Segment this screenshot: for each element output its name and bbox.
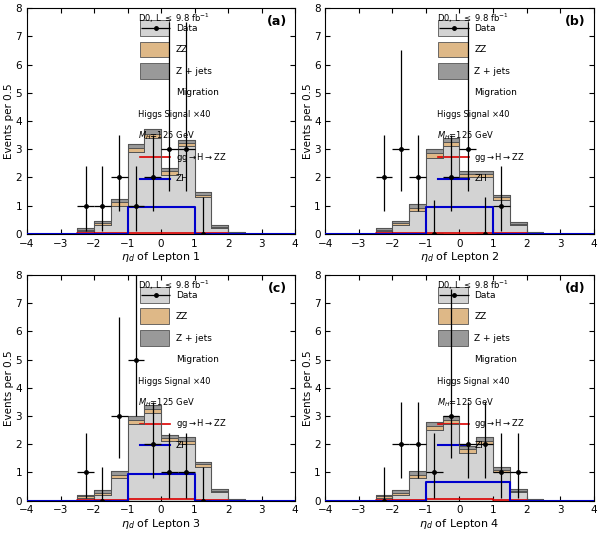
Text: (a): (a): [267, 15, 287, 28]
X-axis label: $\eta_d$ of Lepton 3: $\eta_d$ of Lepton 3: [121, 517, 201, 531]
Text: D0, L $\leq$ 9.8 fb$^{-1}$: D0, L $\leq$ 9.8 fb$^{-1}$: [138, 278, 210, 292]
FancyBboxPatch shape: [139, 330, 169, 346]
Text: Migration: Migration: [474, 88, 517, 97]
FancyBboxPatch shape: [438, 42, 468, 57]
Text: Z + jets: Z + jets: [474, 334, 510, 342]
FancyBboxPatch shape: [438, 20, 468, 36]
Text: gg$\rightarrow$H$\rightarrow$ZZ: gg$\rightarrow$H$\rightarrow$ZZ: [474, 150, 525, 164]
FancyBboxPatch shape: [438, 330, 468, 346]
FancyBboxPatch shape: [139, 42, 169, 57]
Text: (b): (b): [565, 15, 585, 28]
Text: $M_H$=125 GeV: $M_H$=125 GeV: [437, 396, 493, 409]
Text: gg$\rightarrow$H$\rightarrow$ZZ: gg$\rightarrow$H$\rightarrow$ZZ: [474, 417, 525, 430]
Text: Z + jets: Z + jets: [176, 334, 212, 342]
Text: ZH: ZH: [474, 441, 487, 450]
Text: Higgs Signal ×40: Higgs Signal ×40: [138, 110, 211, 119]
FancyBboxPatch shape: [139, 287, 169, 303]
X-axis label: $\eta_d$ of Lepton 1: $\eta_d$ of Lepton 1: [121, 250, 201, 264]
FancyBboxPatch shape: [139, 20, 169, 36]
Text: ZZ: ZZ: [176, 312, 188, 321]
Text: Data: Data: [474, 291, 496, 300]
Text: Higgs Signal ×40: Higgs Signal ×40: [138, 377, 211, 386]
Text: Higgs Signal ×40: Higgs Signal ×40: [437, 377, 509, 386]
Text: ZH: ZH: [176, 174, 189, 183]
Text: Migration: Migration: [474, 355, 517, 364]
Text: Z + jets: Z + jets: [176, 67, 212, 76]
FancyBboxPatch shape: [438, 308, 468, 324]
FancyBboxPatch shape: [438, 287, 468, 303]
Y-axis label: Events per 0.5: Events per 0.5: [4, 83, 14, 159]
Text: ZZ: ZZ: [474, 45, 486, 55]
Text: ZH: ZH: [474, 174, 487, 183]
Text: Migration: Migration: [176, 88, 219, 97]
Text: Migration: Migration: [176, 355, 219, 364]
Text: gg$\rightarrow$H$\rightarrow$ZZ: gg$\rightarrow$H$\rightarrow$ZZ: [176, 150, 227, 164]
Text: D0, L $\leq$ 9.8 fb$^{-1}$: D0, L $\leq$ 9.8 fb$^{-1}$: [138, 12, 210, 25]
Text: $M_H$=125 GeV: $M_H$=125 GeV: [138, 396, 195, 409]
Text: (c): (c): [268, 282, 287, 295]
Y-axis label: Events per 0.5: Events per 0.5: [302, 83, 313, 159]
Text: ZH: ZH: [176, 441, 189, 450]
Text: (d): (d): [565, 282, 585, 295]
FancyBboxPatch shape: [139, 308, 169, 324]
Text: D0, L $\leq$ 9.8 fb$^{-1}$: D0, L $\leq$ 9.8 fb$^{-1}$: [437, 278, 508, 292]
FancyBboxPatch shape: [139, 63, 169, 79]
Text: Higgs Signal ×40: Higgs Signal ×40: [437, 110, 509, 119]
X-axis label: $\eta_d$ of Lepton 4: $\eta_d$ of Lepton 4: [419, 517, 499, 531]
FancyBboxPatch shape: [438, 63, 468, 79]
Text: $M_H$=125 GeV: $M_H$=125 GeV: [437, 129, 493, 142]
Text: Data: Data: [176, 24, 197, 33]
Y-axis label: Events per 0.5: Events per 0.5: [302, 350, 313, 425]
Text: ZZ: ZZ: [176, 45, 188, 55]
Text: ZZ: ZZ: [474, 312, 486, 321]
Text: $M_H$=125 GeV: $M_H$=125 GeV: [138, 129, 195, 142]
Text: D0, L $\leq$ 9.8 fb$^{-1}$: D0, L $\leq$ 9.8 fb$^{-1}$: [437, 12, 508, 25]
Text: Z + jets: Z + jets: [474, 67, 510, 76]
Text: Data: Data: [474, 24, 496, 33]
Text: Data: Data: [176, 291, 197, 300]
Text: gg$\rightarrow$H$\rightarrow$ZZ: gg$\rightarrow$H$\rightarrow$ZZ: [176, 417, 227, 430]
Y-axis label: Events per 0.5: Events per 0.5: [4, 350, 14, 425]
X-axis label: $\eta_d$ of Lepton 2: $\eta_d$ of Lepton 2: [419, 250, 499, 264]
